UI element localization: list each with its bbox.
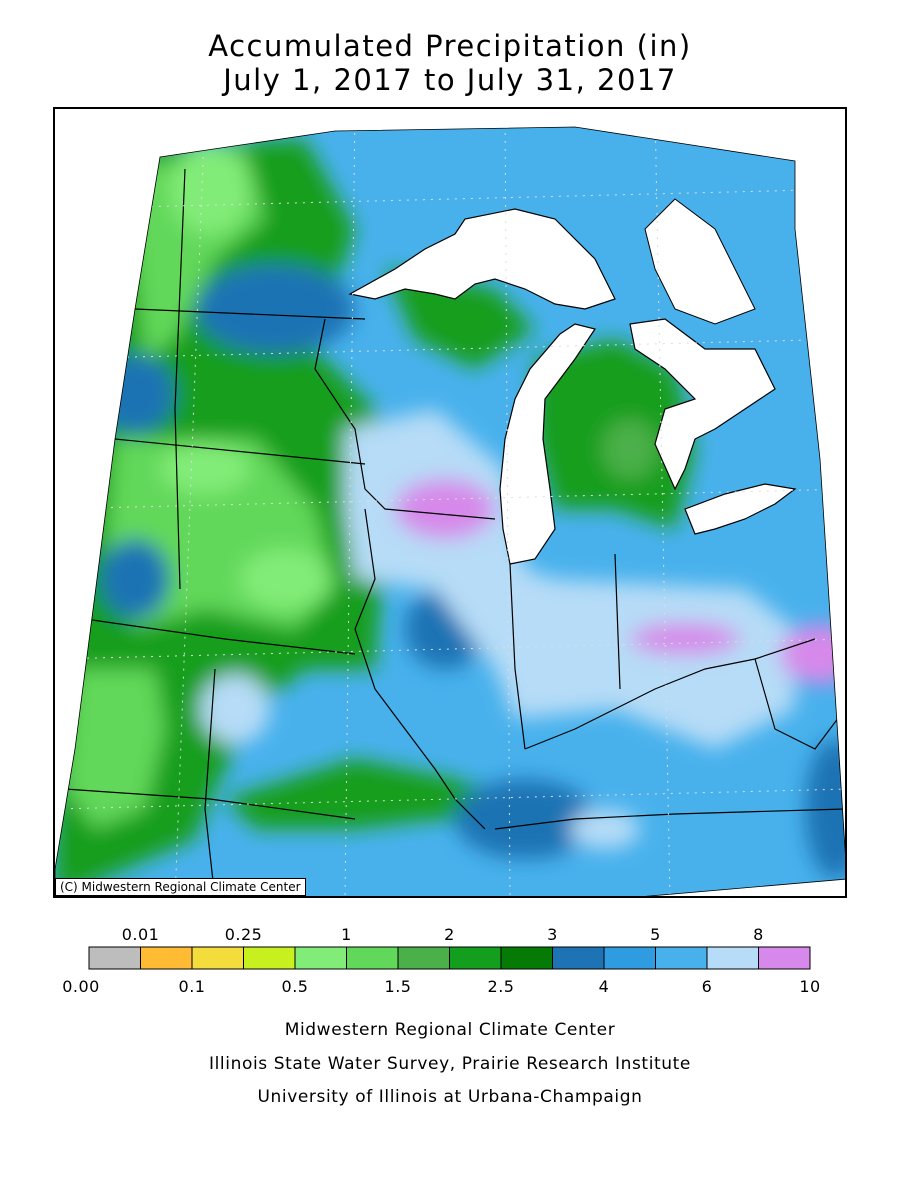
region-purple-wisconsin bbox=[395, 479, 495, 539]
legend-label-bottom: 1.5 bbox=[385, 977, 412, 996]
region-green-upper-peninsula bbox=[385, 269, 535, 369]
legend-label-bottom: 0.1 bbox=[179, 977, 206, 996]
color-legend: 0.01 0.25 1 2 3 5 8 0.00 0.1 0.5 1.5 2.5 4 6 10 bbox=[0, 920, 900, 1000]
domain-outline bbox=[55, 126, 845, 896]
legend-label-top: 8 bbox=[753, 925, 764, 944]
legend-swatch bbox=[191, 946, 244, 970]
legend-graphic: 0.01 0.25 1 2 3 5 8 0.00 0.1 0.5 1.5 2.5 4 6 10 bbox=[62, 925, 820, 996]
legend-label-bottom: 0.5 bbox=[282, 977, 309, 996]
legend-label-top: 5 bbox=[650, 925, 661, 944]
ontario-land bbox=[644, 198, 756, 325]
legend-swatch bbox=[346, 946, 399, 970]
legend-swatch bbox=[88, 946, 141, 970]
boundary-mn-nd bbox=[174, 168, 186, 590]
legend-label-bottom: 2.5 bbox=[488, 977, 515, 996]
boundary-mn-ia bbox=[114, 438, 366, 465]
region-palegreen-cw bbox=[160, 444, 250, 494]
legend-label-bottom: 10 bbox=[799, 977, 820, 996]
boundary-wi bbox=[314, 318, 496, 520]
region-darkblue-south bbox=[455, 779, 595, 859]
state-boundaries bbox=[64, 168, 845, 896]
lake-huron bbox=[629, 318, 776, 491]
legend-label-top: 0.01 bbox=[122, 925, 160, 944]
legend-swatch bbox=[655, 946, 708, 970]
boundary-ks-mo bbox=[204, 668, 216, 896]
legend-swatch bbox=[294, 946, 347, 970]
legend-swatch bbox=[706, 946, 759, 970]
boundary-mo-ar bbox=[64, 788, 356, 820]
region-purple-indiana-ohio bbox=[630, 623, 740, 655]
legend-swatch bbox=[552, 946, 605, 970]
region-palegreen-cw2 bbox=[240, 549, 330, 609]
legend-label-bottom: 4 bbox=[599, 977, 610, 996]
legend-label-top: 3 bbox=[547, 925, 558, 944]
boundary-mississippi bbox=[354, 508, 486, 830]
footer-survey: Illinois State Water Survey, Prairie Res… bbox=[209, 1054, 691, 1074]
legend-swatch bbox=[603, 946, 656, 970]
legend-swatch bbox=[397, 946, 450, 970]
region-lightgreen-sw bbox=[65, 669, 165, 829]
region-green-michigan-center bbox=[602, 419, 658, 479]
lake-superior bbox=[348, 208, 616, 310]
footer-university: University of Illinois at Urbana-Champai… bbox=[257, 1087, 643, 1107]
region-darkblue-north bbox=[195, 264, 355, 354]
map-date-range: July 1, 2017 to July 31, 2017 bbox=[223, 63, 677, 97]
legend-swatch bbox=[243, 946, 296, 970]
boundary-ia-mo bbox=[84, 618, 356, 655]
lake-michigan bbox=[499, 323, 596, 565]
region-darkblue-sw bbox=[100, 539, 170, 619]
legend-label-bottom: 6 bbox=[702, 977, 713, 996]
boundary-wv bbox=[754, 658, 845, 750]
map-credit: (C) Midwestern Regional Climate Center bbox=[55, 878, 306, 896]
map-graphic bbox=[55, 126, 845, 896]
region-palegreen-nw bbox=[170, 144, 250, 234]
map-title: Accumulated Precipitation (in) bbox=[208, 29, 692, 63]
legend-label-top: 0.25 bbox=[225, 925, 263, 944]
legend-swatch bbox=[758, 946, 811, 970]
region-paleblue-south bbox=[570, 809, 640, 849]
legend-label-top: 1 bbox=[341, 925, 352, 944]
region-darkblue-west bbox=[95, 354, 175, 434]
legend-label-top: 2 bbox=[444, 925, 455, 944]
boundary-il-in bbox=[509, 563, 526, 750]
footer-org: Midwestern Regional Climate Center bbox=[284, 1020, 616, 1040]
boundary-ky-tn bbox=[494, 808, 845, 830]
precipitation-map bbox=[53, 107, 847, 898]
legend-swatch bbox=[449, 946, 502, 970]
legend-swatch bbox=[500, 946, 553, 970]
boundary-mn-north bbox=[134, 308, 366, 320]
legend-label-bottom: 0.00 bbox=[62, 977, 100, 996]
boundary-in-oh bbox=[614, 553, 621, 690]
lake-erie bbox=[684, 483, 797, 535]
legend-swatch bbox=[140, 946, 193, 970]
region-paleblue-sw bbox=[200, 674, 270, 744]
